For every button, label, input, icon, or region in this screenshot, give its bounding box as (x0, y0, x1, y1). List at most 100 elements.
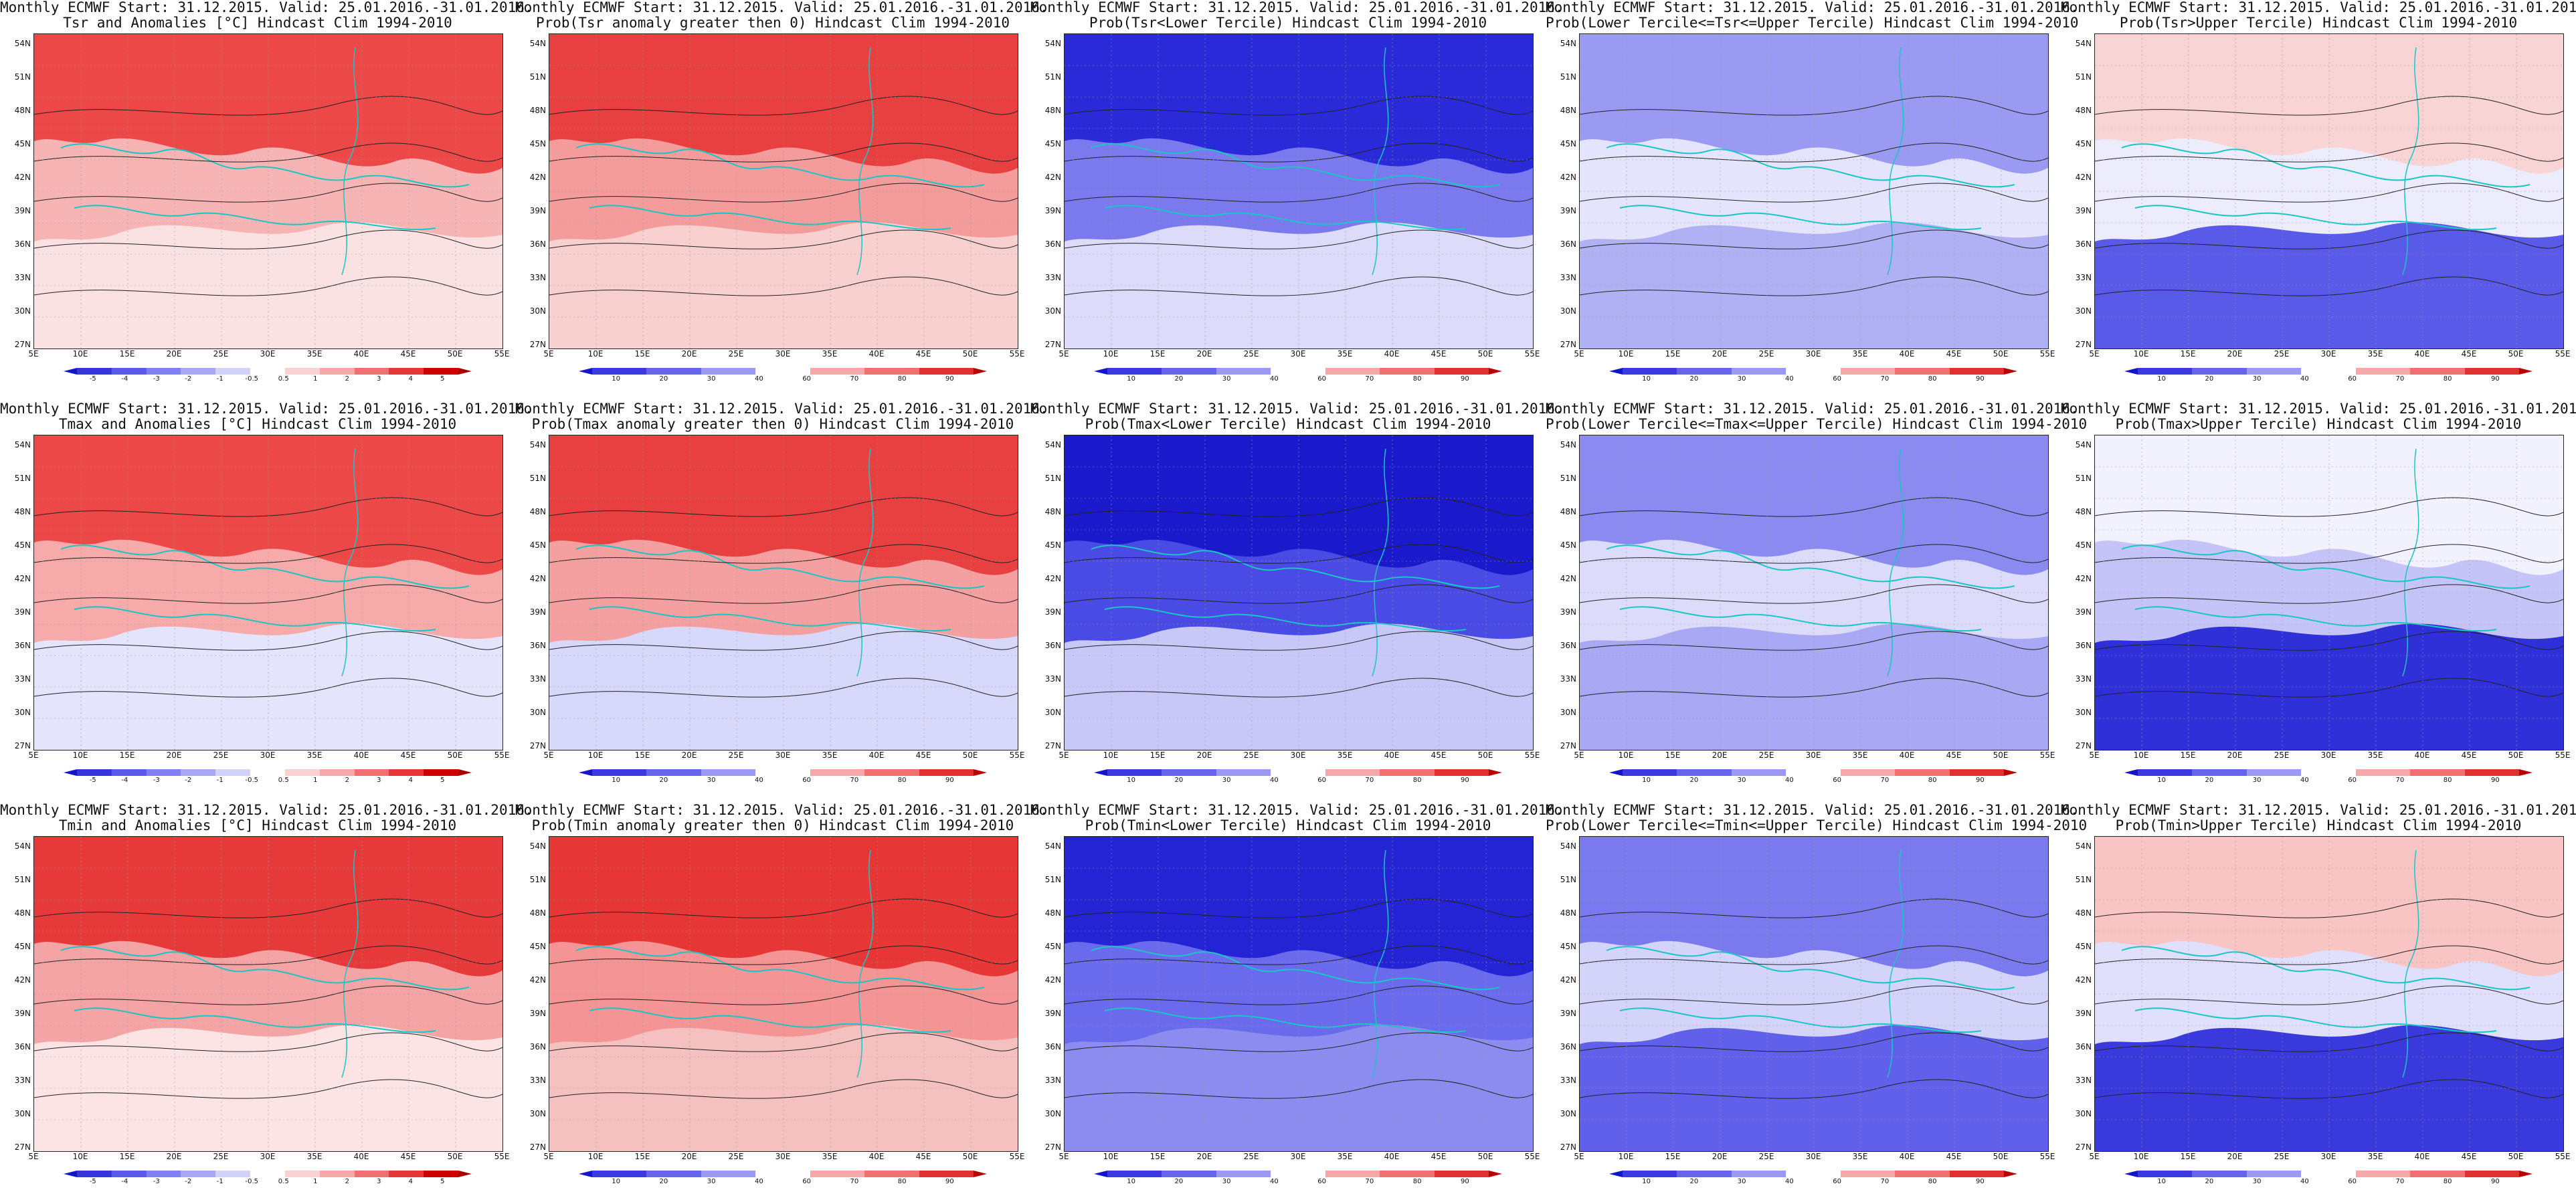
colorbar-swatches (77, 368, 458, 375)
map-panel: Monthly ECMWF Start: 31.12.2015. Valid: … (1546, 803, 2088, 1204)
map-panel: Monthly ECMWF Start: 31.12.2015. Valid: … (1030, 401, 1564, 803)
latitude-tick-label: 45N (1044, 540, 1061, 550)
colorbar-tick-label: 30 (707, 375, 716, 383)
panel-title-line-2: Prob(Lower Tercile<=Tmin<=Upper Tercile)… (1546, 817, 2088, 833)
longitude-tick-label: 25E (2274, 349, 2290, 359)
longitude-tick-label: 25E (1243, 349, 1259, 359)
colorbar-swatch (424, 368, 458, 375)
longitude-tick-label: 5E (1059, 750, 1069, 760)
latitude-tick-label: 30N (529, 1109, 546, 1118)
colorbar-ticks: 10 20 30 40 60 70 80 90 (1623, 777, 2004, 785)
contour-line (1580, 183, 2048, 203)
colorbar-swatches (1623, 368, 2004, 375)
latitude-tick-label: 51N (2075, 72, 2092, 82)
longitude-tick-label: 10E (2133, 750, 2149, 760)
longitude-tick-label: 45E (915, 349, 931, 359)
contour-line (34, 945, 502, 965)
colorbar-tick-label: 90 (1461, 375, 1469, 383)
border-line (341, 849, 359, 1078)
shaded-field (1580, 837, 2048, 1151)
longitude-axis: 5E 10E 15E 20E 25E 30E 35E 40E 45E 50E 55E (28, 750, 509, 761)
panel-title: Monthly ECMWF Start: 31.12.2015. Valid: … (515, 401, 1048, 432)
latitude-tick-label: 54N (529, 440, 546, 449)
latitude-tick-label: 45N (1560, 942, 1576, 951)
colorbar-tick-label: 5 (440, 777, 445, 784)
colorbar-tick-label: 20 (659, 1178, 668, 1185)
colorbar-high-arrow (458, 1171, 472, 1177)
contour-line (1065, 631, 1533, 651)
colorbar-tick-label: 10 (1642, 777, 1651, 784)
longitude-tick-label: 10E (1618, 1152, 1634, 1161)
colorbar-swatch (2138, 368, 2193, 375)
panel-title: Monthly ECMWF Start: 31.12.2015. Valid: … (0, 401, 533, 432)
longitude-tick-label: 55E (494, 1152, 510, 1161)
contour-line (1580, 142, 2048, 163)
panel-title-line-1: Monthly ECMWF Start: 31.12.2015. Valid: … (515, 0, 1048, 15)
longitude-tick-label: 50E (447, 349, 463, 359)
latitude-tick-label: 48N (1044, 106, 1061, 115)
contour-line (549, 183, 1018, 203)
map-frame (2094, 435, 2564, 750)
map-panel: Monthly ECMWF Start: 31.12.2015. Valid: … (1030, 0, 1564, 401)
colorbar-swatch (592, 368, 647, 375)
latitude-tick-label: 39N (1560, 206, 1576, 215)
panel-title-line-1: Monthly ECMWF Start: 31.12.2015. Valid: … (1546, 401, 2079, 417)
colorbar-swatch (111, 368, 147, 375)
latitude-tick-label: 54N (14, 39, 31, 48)
contour-line (2095, 1032, 2563, 1052)
longitude-tick-label: 10E (587, 1152, 604, 1161)
latitude-tick-label: 45N (14, 942, 31, 951)
colorbar-swatch (864, 368, 919, 375)
colorbar-swatch (424, 1171, 458, 1177)
coastline-line (575, 946, 985, 991)
longitude-tick-label: 5E (2089, 1152, 2100, 1161)
latitude-tick-label: 51N (14, 72, 31, 82)
longitude-tick-label: 50E (447, 1152, 463, 1161)
latitude-tick-label: 45N (1560, 139, 1576, 148)
latitude-tick-label: 36N (1560, 1042, 1576, 1051)
colorbar-swatch (755, 1171, 810, 1177)
contour-line (2095, 584, 2563, 604)
map-frame (549, 836, 1018, 1152)
longitude-tick-label: 30E (1805, 349, 1821, 359)
map-frame (1579, 836, 2049, 1152)
longitude-tick-label: 35E (1852, 750, 1868, 760)
colorbar-tick-label: 20 (1689, 1178, 1699, 1185)
colorbar-swatch (1895, 1171, 1950, 1177)
latitude-tick-label: 27N (14, 1142, 31, 1152)
colorbar-high-arrow (974, 769, 987, 776)
colorbar-swatch (389, 769, 424, 776)
latitude-tick-label: 30N (529, 708, 546, 717)
colorbar-tick-label: 90 (1976, 1178, 1985, 1185)
latitude-tick-label: 30N (1560, 306, 1576, 316)
colorbar-tick-label: 70 (1365, 777, 1374, 784)
colorbar-tick-label: 70 (1880, 777, 1890, 784)
latitude-tick-label: 30N (1560, 708, 1576, 717)
latitude-axis: 54N 51N 48N 45N 42N 39N 36N 33N 30N 27N (2061, 836, 2093, 1152)
map-frame (33, 33, 503, 349)
longitude-tick-label: 15E (634, 349, 650, 359)
latitude-axis: 54N 51N 48N 45N 42N 39N 36N 33N 30N 27N (0, 435, 32, 750)
colorbar-swatch (755, 769, 810, 776)
latitude-axis: 54N 51N 48N 45N 42N 39N 36N 33N 30N 27N (1030, 435, 1063, 750)
coastline-line (1091, 946, 1500, 991)
coastline-line (1091, 544, 1500, 589)
coastline-line (1606, 143, 2015, 188)
latitude-tick-label: 48N (2075, 908, 2092, 918)
longitude-tick-label: 5E (543, 1152, 554, 1161)
latitude-tick-label: 33N (1560, 273, 1576, 282)
colorbar-tick-label: 10 (2157, 777, 2166, 784)
latitude-tick-label: 39N (529, 607, 546, 617)
coastline-line (1619, 606, 1982, 632)
longitude-tick-label: 15E (1149, 750, 1166, 760)
latitude-tick-label: 54N (1044, 440, 1061, 449)
colorbar-tick-label: 20 (2205, 777, 2214, 784)
colorbar-swatches (1107, 769, 1489, 776)
border-line (1887, 448, 1904, 677)
latitude-tick-label: 42N (1044, 574, 1061, 583)
colorbar-tick-label: 70 (2395, 1178, 2405, 1185)
latitude-tick-label: 30N (14, 1109, 31, 1118)
colorbar-swatch (2410, 368, 2465, 375)
latitude-tick-label: 36N (529, 641, 546, 650)
longitude-tick-label: 25E (728, 1152, 744, 1161)
